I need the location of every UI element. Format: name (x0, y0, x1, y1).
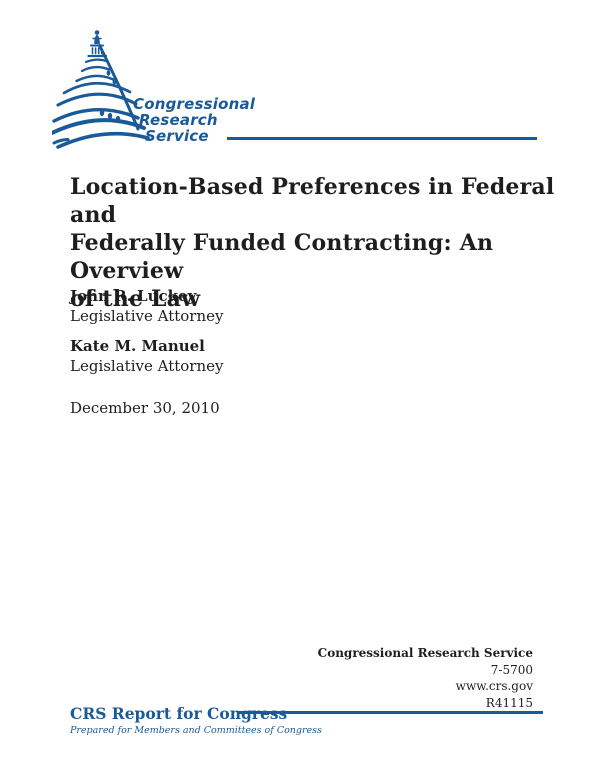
report-date: December 30, 2010 (70, 399, 220, 417)
capitol-dome-icon (50, 28, 152, 156)
report-title: Location-Based Preferences in Federal an… (70, 173, 560, 313)
footer-tagline: Prepared for Members and Committees of C… (70, 725, 322, 736)
author-role: Legislative Attorney (70, 357, 224, 375)
logo-word-service: Service (145, 127, 209, 145)
publisher-website-link[interactable]: www.crs.gov (455, 679, 533, 693)
author-block: Kate M. Manuel Legislative Attorney (70, 336, 223, 376)
report-number: R41115 (485, 695, 533, 710)
author-role: Legislative Attorney (70, 307, 224, 325)
header-rule (227, 137, 537, 140)
logo-word-congressional: Congressional (133, 95, 256, 113)
author-block: John R. Luckey Legislative Attorney (70, 286, 223, 326)
crs-logo-wordmark: Congressional Research Service (133, 96, 255, 144)
footer-banner: CRS Report for Congress (70, 704, 288, 723)
author-name: John R. Luckey (70, 287, 197, 305)
authors-block: John R. Luckey Legislative Attorney Kate… (70, 286, 223, 418)
footer-rule (237, 711, 543, 714)
logo-word-research: Research (139, 111, 218, 129)
report-title-line: Location-Based Preferences in Federal an… (70, 174, 555, 228)
publisher-block: Congressional Research Service 7-5700 ww… (318, 645, 533, 711)
publisher-phone: 7-5700 (490, 662, 533, 677)
publisher-org: Congressional Research Service (317, 646, 533, 660)
author-name: Kate M. Manuel (70, 337, 205, 355)
report-title-line: of the Law (70, 286, 201, 312)
report-title-line: Federally Funded Contracting: An Overvie… (70, 230, 494, 284)
